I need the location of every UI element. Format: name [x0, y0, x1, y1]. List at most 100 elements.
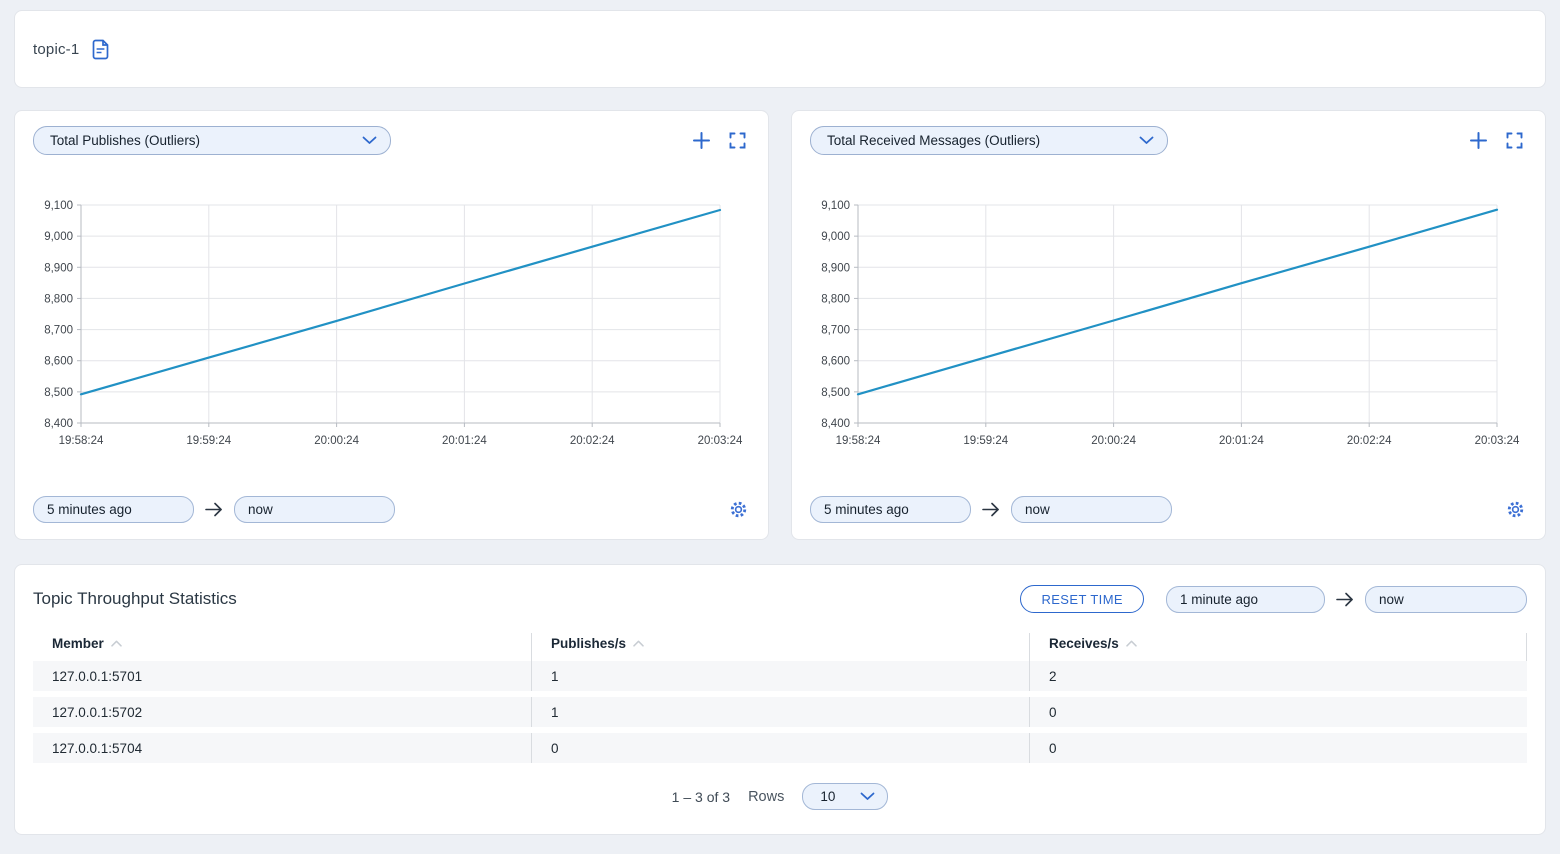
svg-text:20:03:24: 20:03:24: [1475, 435, 1520, 447]
rows-per-page-select[interactable]: 10: [802, 783, 889, 810]
svg-text:8,400: 8,400: [44, 418, 73, 430]
table-cell: 0: [1029, 733, 1527, 763]
time-from-input[interactable]: 5 minutes ago: [810, 496, 971, 523]
svg-text:20:03:24: 20:03:24: [698, 435, 743, 447]
statistics-title: Topic Throughput Statistics: [33, 589, 237, 608]
metric-select-label: Total Publishes (Outliers): [50, 133, 201, 148]
svg-text:8,500: 8,500: [44, 386, 73, 398]
gear-icon[interactable]: [1506, 500, 1527, 519]
column-header-publishes[interactable]: Publishes/s: [531, 633, 1029, 661]
time-from-input[interactable]: 1 minute ago: [1166, 585, 1325, 613]
svg-text:19:59:24: 19:59:24: [186, 435, 231, 447]
table-row[interactable]: 127.0.0.1:5701 1 2: [33, 661, 1527, 691]
svg-text:8,900: 8,900: [821, 262, 850, 274]
time-to-input[interactable]: now: [1011, 496, 1172, 523]
svg-text:9,100: 9,100: [821, 200, 850, 212]
line-chart: 8,400 8,500 8,600 8,700 8,800 8,900 9,000 9,100…: [821, 200, 1520, 447]
statistics-header: Topic Throughput Statistics RESET TIME 1…: [33, 585, 1527, 613]
statistics-time-controls: RESET TIME 1 minute ago now: [1020, 585, 1527, 613]
pagination-range: 1 – 3 of 3: [671, 788, 731, 805]
chart-time-controls: 5 minutes ago now: [810, 496, 1527, 523]
pagination: 1 – 3 of 3 Rows 10: [33, 783, 1527, 810]
arrow-right-icon: [1335, 591, 1355, 608]
svg-text:20:00:24: 20:00:24: [1091, 435, 1136, 447]
rows-per-page-value: 10: [820, 789, 836, 804]
svg-text:9,000: 9,000: [44, 231, 73, 243]
gear-icon[interactable]: [729, 500, 750, 519]
svg-text:8,800: 8,800: [44, 293, 73, 305]
chevron-down-icon: [362, 133, 377, 148]
sort-chevron-icon: [633, 640, 644, 647]
line-chart: 8,400 8,500 8,600 8,700 8,800 8,900 9,000 9,100…: [44, 200, 743, 447]
table-cell: 0: [1029, 697, 1527, 727]
svg-text:20:02:24: 20:02:24: [570, 435, 615, 447]
table-cell: 1: [531, 661, 1029, 691]
arrow-right-icon: [981, 501, 1001, 518]
chart-area: 8,400 8,500 8,600 8,700 8,800 8,900 9,000 9,100…: [33, 169, 750, 482]
svg-text:20:02:24: 20:02:24: [1347, 435, 1392, 447]
table-cell: 127.0.0.1:5702: [52, 704, 143, 720]
table-cell: 2: [1029, 661, 1527, 691]
column-label: Receives/s: [1049, 636, 1119, 651]
time-from-input[interactable]: 5 minutes ago: [33, 496, 194, 523]
table-cell: 127.0.0.1:5701: [52, 668, 143, 684]
sort-chevron-icon: [111, 640, 122, 647]
chart-area: 8,400 8,500 8,600 8,700 8,800 8,900 9,000 9,100…: [810, 169, 1527, 482]
column-header-receives[interactable]: Receives/s: [1029, 633, 1527, 661]
rows-per-page-label: Rows: [748, 788, 785, 805]
svg-text:9,100: 9,100: [44, 200, 73, 212]
chart-actions: [692, 131, 750, 150]
svg-text:8,600: 8,600: [821, 355, 850, 367]
fullscreen-icon[interactable]: [729, 132, 746, 149]
add-chart-icon[interactable]: [692, 131, 711, 150]
table-cell: 127.0.0.1:5704: [52, 740, 143, 756]
topic-title: topic-1: [33, 40, 80, 58]
metric-select[interactable]: Total Publishes (Outliers): [33, 126, 391, 155]
table-cell: 1: [531, 697, 1029, 727]
time-to-input[interactable]: now: [1365, 585, 1527, 613]
table-header: Member Publishes/s Receives/s: [33, 633, 1527, 661]
chart-time-controls: 5 minutes ago now: [33, 496, 750, 523]
throughput-statistics-card: Topic Throughput Statistics RESET TIME 1…: [14, 564, 1546, 835]
svg-text:8,900: 8,900: [44, 262, 73, 274]
document-icon[interactable]: [91, 39, 110, 60]
fullscreen-icon[interactable]: [1506, 132, 1523, 149]
table-row[interactable]: 127.0.0.1:5704 0 0: [33, 733, 1527, 763]
chevron-down-icon: [860, 789, 875, 804]
svg-text:8,600: 8,600: [44, 355, 73, 367]
chevron-down-icon: [1139, 133, 1154, 148]
svg-text:8,700: 8,700: [44, 324, 73, 336]
svg-text:20:00:24: 20:00:24: [314, 435, 359, 447]
chart-header: Total Received Messages (Outliers): [810, 126, 1527, 155]
table-row[interactable]: 127.0.0.1:5702 1 0: [33, 697, 1527, 727]
svg-text:8,700: 8,700: [821, 324, 850, 336]
metric-select[interactable]: Total Received Messages (Outliers): [810, 126, 1168, 155]
table-body: 127.0.0.1:5701 1 2 127.0.0.1:5702 1 0 127.0.0.…: [33, 661, 1527, 763]
svg-text:20:01:24: 20:01:24: [1219, 435, 1264, 447]
sort-chevron-icon: [1126, 640, 1137, 647]
topic-header-card: topic-1: [14, 10, 1546, 88]
svg-text:19:58:24: 19:58:24: [836, 435, 881, 447]
arrow-right-icon: [204, 501, 224, 518]
time-to-input[interactable]: now: [234, 496, 395, 523]
column-header-member[interactable]: Member: [33, 633, 531, 661]
chart-actions: [1469, 131, 1527, 150]
svg-text:8,500: 8,500: [821, 386, 850, 398]
svg-text:19:59:24: 19:59:24: [963, 435, 1008, 447]
svg-text:8,400: 8,400: [821, 418, 850, 430]
received-chart-card: Total Received Messages (Outliers) 8,400…: [791, 110, 1546, 540]
statistics-table: Member Publishes/s Receives/s 127.0.0.1:…: [33, 633, 1527, 763]
charts-row: Total Publishes (Outliers) 8,400 8,500 8,6…: [14, 110, 1546, 540]
chart-header: Total Publishes (Outliers): [33, 126, 750, 155]
column-label: Member: [52, 636, 104, 651]
svg-text:20:01:24: 20:01:24: [442, 435, 487, 447]
metric-select-label: Total Received Messages (Outliers): [827, 133, 1041, 148]
add-chart-icon[interactable]: [1469, 131, 1488, 150]
svg-text:19:58:24: 19:58:24: [59, 435, 104, 447]
column-label: Publishes/s: [551, 636, 627, 651]
table-cell: 0: [531, 733, 1029, 763]
svg-text:8,800: 8,800: [821, 293, 850, 305]
publishes-chart-card: Total Publishes (Outliers) 8,400 8,500 8,6…: [14, 110, 769, 540]
svg-text:9,000: 9,000: [821, 231, 850, 243]
reset-time-button[interactable]: RESET TIME: [1020, 585, 1144, 613]
